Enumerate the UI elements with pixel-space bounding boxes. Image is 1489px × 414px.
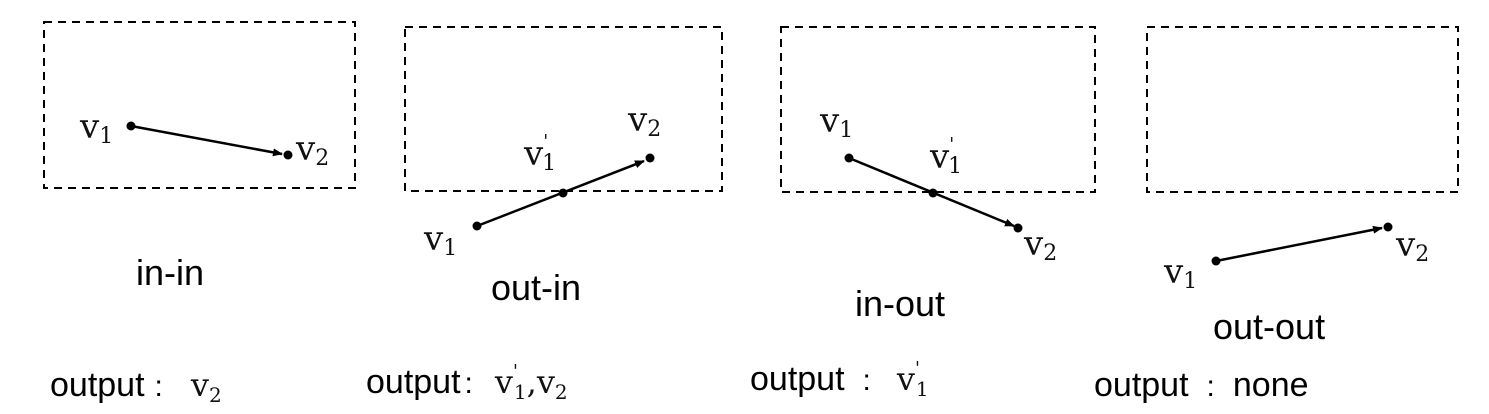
v2-label-1: v2 [295, 129, 329, 171]
vertex-v1-2 [472, 221, 482, 231]
v2-label-4: v2 [1395, 225, 1429, 267]
panel-in-in: v1 v2 in-in output: v2 [43, 21, 356, 407]
v2-label-3: v2 [1023, 224, 1057, 266]
vertex-v2-1 [283, 150, 293, 160]
output-line-4: output: none [1094, 366, 1309, 404]
vertex-v1-1 [126, 121, 136, 131]
clip-window-3 [780, 26, 1096, 193]
edge-4 [1215, 225, 1383, 263]
panel-caption-2: out-in [491, 267, 581, 308]
panel-out-out: v1 v2 out-out output: none [1094, 26, 1459, 404]
panel-caption-4: out-out [1213, 306, 1325, 347]
vertex-v1-3 [844, 153, 854, 163]
clip-window-2 [404, 26, 723, 192]
vertex-v1-4 [1211, 256, 1221, 266]
panel-out-in: v1 v' 1 v2 out-in output: v' 1,v2 [366, 26, 723, 404]
output-line-2: output: v' 1,v2 [366, 361, 568, 404]
panel-caption-1: in-in [136, 252, 204, 293]
v1prime-label-3: v' 1 [929, 134, 962, 179]
panel-in-out: v1 v' 1 v2 in-out output: v' 1 [750, 26, 1096, 401]
intersection-v1prime-3 [928, 188, 938, 198]
clip-window-4 [1146, 26, 1459, 193]
v1-label-4: v1 [1163, 252, 1197, 294]
v1-label-3: v1 [819, 101, 853, 143]
clip-window-1 [43, 21, 356, 189]
vertex-v2-4 [1383, 222, 1393, 232]
edge-1 [130, 124, 283, 157]
output-line-1: output: v2 [50, 366, 222, 407]
vertex-v2-3 [1013, 223, 1023, 233]
output-line-3: output: v' 1 [750, 358, 929, 401]
intersection-v1prime-2 [558, 188, 568, 198]
vertex-v2-2 [645, 153, 655, 163]
v1prime-label-2: v' 1 [523, 131, 556, 176]
v1-label-1: v1 [79, 107, 113, 149]
v2-label-2: v2 [627, 100, 661, 142]
panel-caption-3: in-out [855, 283, 945, 324]
v1-label-2: v1 [423, 219, 457, 261]
